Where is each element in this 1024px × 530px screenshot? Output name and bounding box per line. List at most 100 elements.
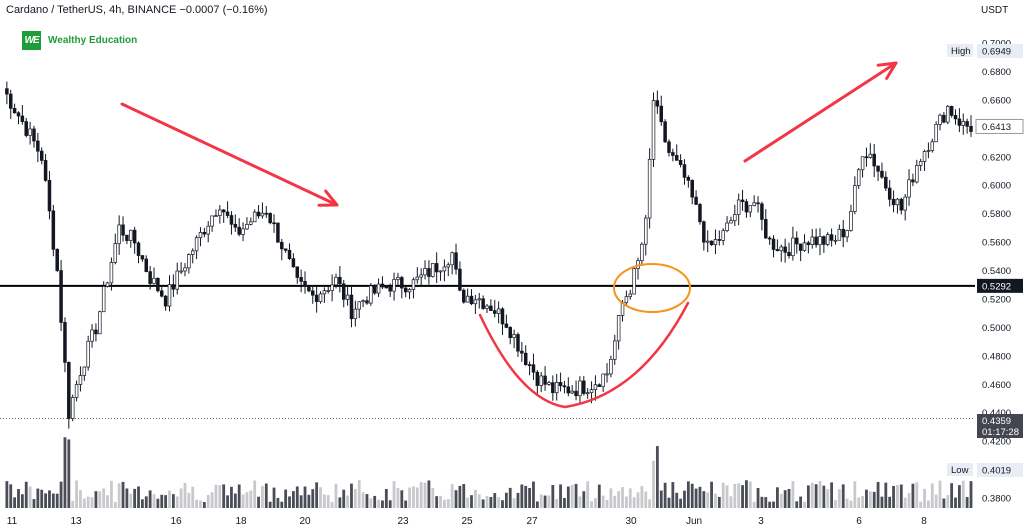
volume-bar bbox=[357, 480, 361, 508]
volume-bar bbox=[462, 484, 466, 508]
volume-bar bbox=[44, 493, 47, 508]
price-change: −0.0007 (−0.16%) bbox=[179, 4, 268, 16]
volume-bar bbox=[504, 492, 508, 508]
volume-bar bbox=[737, 483, 741, 508]
candle-body bbox=[783, 246, 787, 253]
candle-body bbox=[938, 114, 942, 125]
volume-bar bbox=[17, 489, 20, 508]
candle-body bbox=[82, 366, 87, 376]
candle-body bbox=[380, 283, 385, 288]
volume-bar bbox=[535, 501, 539, 508]
candle-body bbox=[415, 276, 420, 281]
candle-body bbox=[8, 93, 13, 109]
volume-bar bbox=[94, 491, 98, 508]
candle-body bbox=[659, 105, 663, 123]
symbol-label: Cardano / TetherUS, 4h, BINANCE bbox=[6, 4, 177, 16]
candle-body bbox=[206, 225, 210, 235]
volume-bar bbox=[686, 481, 690, 508]
volume-bar bbox=[876, 481, 880, 508]
candle-body bbox=[280, 241, 284, 250]
candle-body bbox=[357, 301, 361, 310]
x-tick-label: 8 bbox=[921, 516, 927, 527]
candle-body bbox=[392, 279, 396, 292]
volume-bar bbox=[276, 497, 280, 508]
volume-bar bbox=[458, 485, 462, 508]
volume-bar bbox=[466, 497, 470, 508]
candle-body bbox=[481, 298, 485, 309]
candle-body bbox=[388, 286, 392, 292]
candle-body bbox=[663, 121, 667, 143]
volume-bar bbox=[837, 489, 841, 508]
volume-bar bbox=[144, 496, 148, 508]
candle-body bbox=[640, 243, 644, 261]
candle-body bbox=[609, 358, 613, 375]
x-tick-label: 6 bbox=[856, 516, 862, 527]
candle-body bbox=[249, 221, 253, 225]
volume-bar bbox=[508, 487, 512, 508]
x-tick-label: 30 bbox=[625, 516, 637, 527]
last-price-value: 0.6413 bbox=[982, 122, 1011, 133]
volume-bar bbox=[272, 487, 276, 508]
candle-body bbox=[179, 270, 183, 273]
y-tick-label: 0.5000 bbox=[982, 323, 1011, 334]
volume-bar bbox=[13, 497, 17, 508]
candle-body bbox=[51, 210, 56, 250]
candle-body bbox=[202, 231, 207, 235]
candle-body bbox=[438, 270, 443, 273]
volume-bar bbox=[485, 496, 489, 508]
candle-body bbox=[698, 204, 702, 223]
volume-bar bbox=[830, 482, 834, 508]
volume-bar bbox=[528, 487, 531, 508]
volume-bar bbox=[59, 481, 63, 508]
candle-body bbox=[810, 236, 814, 245]
volume-bar bbox=[648, 499, 652, 508]
volume-bar bbox=[288, 496, 291, 508]
candle-body bbox=[156, 277, 160, 292]
volume-bar bbox=[497, 497, 501, 508]
volume-bar bbox=[408, 487, 411, 508]
volume-bar bbox=[636, 492, 640, 508]
volume-bar bbox=[857, 497, 861, 508]
volume-bar bbox=[872, 491, 876, 508]
y-tick-label: 0.6800 bbox=[982, 67, 1011, 78]
volume-bar bbox=[450, 484, 454, 508]
rounding-bottom-curve bbox=[478, 301, 690, 409]
candle-body bbox=[961, 121, 966, 126]
candle-body bbox=[12, 107, 17, 114]
volume-bar bbox=[594, 498, 597, 508]
axis-unit: USDT bbox=[981, 5, 1009, 16]
volume-bar bbox=[741, 485, 744, 508]
candle-body bbox=[465, 295, 470, 303]
candle-body bbox=[314, 294, 319, 302]
volume-bar bbox=[156, 498, 160, 508]
volume-bar bbox=[501, 500, 504, 508]
candle-body bbox=[876, 165, 880, 172]
candle-body bbox=[241, 228, 245, 235]
candle-body bbox=[167, 284, 172, 307]
volume-bar bbox=[183, 482, 187, 508]
volume-bar bbox=[431, 487, 435, 508]
volume-bar bbox=[377, 499, 380, 508]
candle-body bbox=[767, 237, 772, 240]
volume-bar bbox=[48, 490, 51, 508]
y-tick-label: 0.5600 bbox=[982, 238, 1011, 249]
volume-bar bbox=[524, 485, 528, 508]
candle-body bbox=[221, 209, 226, 213]
volume-bar bbox=[745, 480, 748, 508]
candle-body bbox=[477, 298, 482, 301]
volume-bar bbox=[667, 497, 671, 508]
candle-body bbox=[818, 236, 822, 246]
candle-body bbox=[849, 211, 853, 231]
volume-bar bbox=[663, 482, 667, 508]
candle-body bbox=[554, 382, 559, 394]
volume-bar bbox=[884, 482, 888, 508]
level-value-box bbox=[977, 278, 1023, 293]
candle-body bbox=[237, 226, 241, 235]
candle-body bbox=[547, 382, 551, 385]
volume-bar bbox=[566, 486, 570, 508]
candle-body bbox=[372, 285, 377, 294]
volume-bar bbox=[373, 495, 377, 508]
volume-bar bbox=[284, 489, 288, 508]
level-value: 0.5292 bbox=[982, 281, 1011, 292]
